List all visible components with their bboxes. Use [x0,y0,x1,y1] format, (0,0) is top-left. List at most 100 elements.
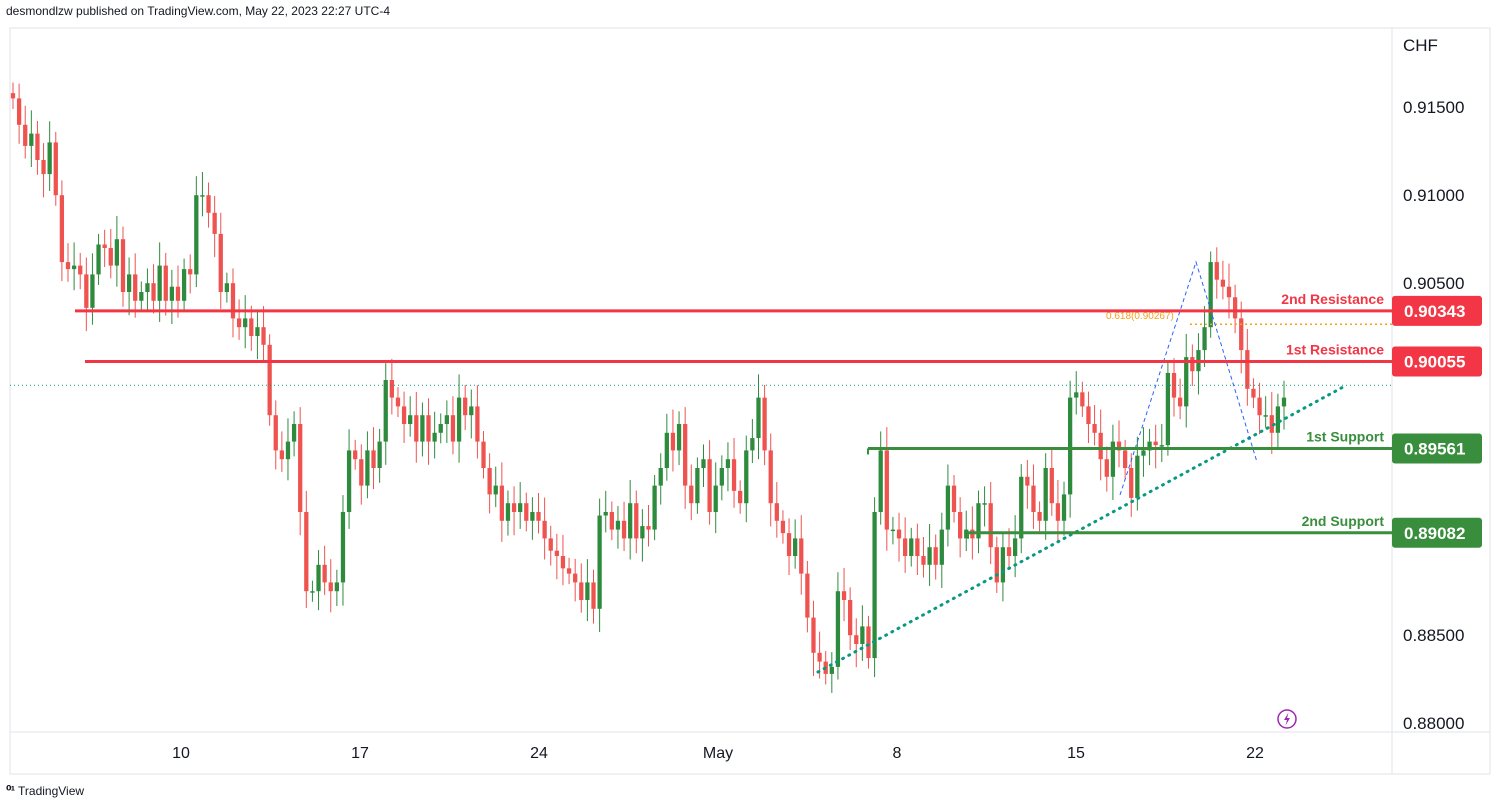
candle-body [909,538,914,556]
candle-body [401,406,407,424]
candle-body [65,262,71,270]
price-tag-label: 0.90055 [1404,353,1465,372]
candle-body [414,415,419,442]
candle-body [1141,450,1146,456]
candle-body [71,265,77,270]
time-axis[interactable]: 10 17 24 May 8 15 22 [172,745,1264,762]
candle-body [365,450,370,486]
level-label: 1st Resistance [1286,342,1384,358]
price-tag [1392,433,1482,464]
price-tick-label: 0.90500 [1403,274,1464,293]
candle-body [750,438,755,451]
tradingview-logo-icon: ⁰¹ [6,783,15,798]
candle-body [218,233,223,292]
candle-body [811,617,816,653]
candle-body [621,520,627,539]
candle-body [725,459,731,468]
candle-body [762,397,767,451]
candle-body [1251,388,1256,398]
candle-body [1037,512,1042,521]
candle-body [16,98,22,125]
candle-body [933,547,938,565]
candle-body [695,468,700,504]
zigzag-pattern [1119,260,1258,496]
price-axis[interactable]: 0.91500 0.91000 0.90500 0.88500 0.88000 [1403,98,1464,733]
candle-body [383,380,388,442]
candle-body [554,550,559,556]
candle-body [1025,476,1030,486]
candle-body [738,490,743,504]
candle-body [683,424,688,486]
candle-body [1220,279,1226,287]
candle-body [1043,468,1048,521]
candle-body [518,503,523,512]
candle-body [1202,327,1207,351]
plot-area [10,28,1392,732]
time-tick-label: 8 [893,745,902,762]
candle-body [322,564,327,583]
candle-body [230,283,236,319]
candle-body [1067,397,1073,495]
candle-body [872,512,877,659]
price-tick-label: 0.91500 [1403,98,1464,117]
currency-label: CHF [1403,36,1438,55]
candle-body [432,432,437,442]
candle-body [976,503,981,539]
candle-body [689,485,694,504]
candle-body [1055,503,1061,521]
chart-frame [9,27,1491,775]
candle-body [1226,286,1232,298]
candle-body [860,626,865,644]
candle-body [707,459,712,512]
candle-body [340,512,346,583]
candle-body [1122,450,1128,468]
candle-body [145,283,150,292]
candle-body [1208,262,1213,328]
level-label: 2nd Resistance [1281,291,1384,307]
candle-body [310,591,315,593]
candle-body [890,529,896,532]
candle-body [744,450,749,504]
candle-body [664,432,669,468]
candle-body [548,538,553,551]
candle-body [346,450,352,512]
price-tick-label: 0.88000 [1403,714,1464,733]
candle-body [120,239,126,292]
candle-body [236,318,242,328]
candle-body [1269,415,1274,433]
candle-body [304,512,309,592]
candle-body [756,397,761,439]
candle-body [982,503,987,505]
candle-body [371,450,376,468]
candle-body [1129,468,1134,498]
time-tick-label: 24 [530,745,548,762]
candle-body [939,529,944,565]
candle-body [1049,468,1054,504]
level-label: 2nd Support [1302,513,1385,529]
candle-body [1153,441,1158,446]
time-tick-label: May [703,745,733,762]
candle-body [793,538,798,556]
candle-body [1031,485,1036,512]
candle-body [151,283,156,301]
candle-body [157,265,162,301]
candle-body [573,573,578,583]
candle-body [854,635,859,644]
candle-body [945,485,951,530]
candle-body [169,286,175,301]
candle-body [768,450,773,504]
candle-body [59,195,65,263]
candle-body [29,133,34,146]
candle-body [786,533,792,556]
candle-body [536,512,541,521]
price-tag [1392,346,1482,377]
candle-body [426,415,431,442]
candle-body [1165,372,1171,446]
candle-body [1214,262,1219,280]
candle-body [1245,350,1250,389]
candle-body [41,160,46,175]
candle-body [114,239,120,266]
lightning-icon[interactable] [1277,709,1297,729]
candle-body [560,556,566,569]
